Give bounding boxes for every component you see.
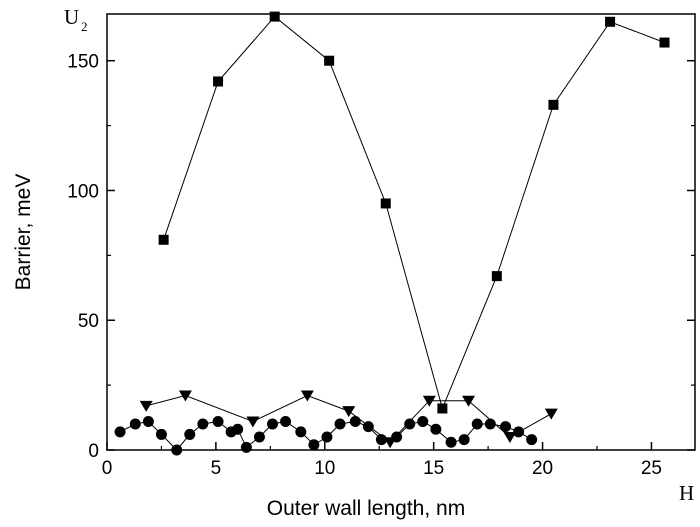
- data-point-triangle: [503, 432, 517, 444]
- data-point-circle: [142, 415, 154, 427]
- data-point-circle: [391, 431, 403, 443]
- bottom-right-label: H: [679, 481, 694, 505]
- x-tick-label: 10: [314, 458, 335, 479]
- data-point-triangle: [178, 390, 192, 402]
- data-point-circle: [430, 423, 442, 435]
- x-tick-label: 0: [102, 458, 113, 479]
- data-point-circle: [445, 436, 457, 448]
- data-point-circle: [458, 434, 470, 446]
- data-point-circle: [114, 426, 126, 438]
- data-point-circle: [240, 441, 252, 453]
- data-point-triangle: [300, 390, 314, 402]
- axis-ticks: [106, 59, 695, 451]
- data-point-circle: [375, 434, 387, 446]
- data-point-circle: [155, 428, 167, 440]
- data-point-square: [380, 198, 391, 209]
- y-tick-label: 100: [67, 181, 99, 202]
- top-right-label: U 2: [64, 5, 88, 34]
- data-point-circle: [349, 415, 361, 427]
- x-tick-label: 5: [211, 458, 222, 479]
- series-layer: [114, 11, 670, 456]
- x-tick-label: 20: [532, 458, 553, 479]
- data-point-square: [158, 234, 169, 245]
- tick-labels: 0 5 10 15 20 25 0 50 100 150: [67, 52, 662, 479]
- x-tick-label: 15: [423, 458, 444, 479]
- data-point-square: [269, 11, 280, 22]
- data-point-triangle: [342, 406, 356, 418]
- data-point-square: [548, 99, 559, 110]
- data-point-circle: [129, 418, 141, 430]
- data-point-circle: [484, 418, 496, 430]
- data-point-square: [605, 16, 616, 27]
- data-point-circle: [417, 415, 429, 427]
- data-point-circle: [232, 423, 244, 435]
- data-point-circle: [212, 415, 224, 427]
- y-tick-label: 50: [78, 311, 99, 332]
- data-point-triangle: [544, 408, 558, 420]
- data-point-circle: [184, 428, 196, 440]
- x-axis-title: Outer wall length, nm: [267, 497, 465, 520]
- data-point-circle: [197, 418, 209, 430]
- svg-text:2: 2: [81, 19, 88, 34]
- data-point-circle: [171, 444, 183, 456]
- data-point-circle: [280, 415, 292, 427]
- data-point-circle: [253, 431, 265, 443]
- data-point-triangle: [246, 416, 260, 428]
- data-point-square: [213, 76, 224, 87]
- plot-frame: [106, 13, 696, 451]
- data-point-circle: [471, 418, 483, 430]
- data-point-circle: [308, 439, 320, 451]
- data-point-square: [437, 403, 448, 414]
- x-tick-label: 25: [641, 458, 662, 479]
- data-point-square: [324, 55, 335, 66]
- series-circle: [114, 415, 538, 456]
- y-axis-title: Barrier, meV: [12, 174, 35, 291]
- data-point-circle: [500, 421, 512, 433]
- data-point-circle: [526, 434, 538, 446]
- svg-text:U: U: [64, 5, 79, 29]
- data-point-circle: [334, 418, 346, 430]
- y-tick-label: 150: [67, 52, 99, 73]
- data-point-triangle: [462, 395, 476, 407]
- data-point-triangle: [139, 400, 153, 412]
- series-square: [158, 11, 670, 414]
- data-point-triangle: [422, 395, 436, 407]
- data-point-circle: [513, 426, 525, 438]
- data-point-circle: [362, 421, 374, 433]
- data-point-circle: [267, 418, 279, 430]
- data-point-circle: [404, 418, 416, 430]
- data-point-circle: [321, 431, 333, 443]
- data-point-square: [659, 37, 670, 48]
- data-point-circle: [295, 426, 307, 438]
- data-point-square: [491, 271, 502, 282]
- series-line: [163, 15, 665, 411]
- y-tick-label: 0: [88, 441, 99, 462]
